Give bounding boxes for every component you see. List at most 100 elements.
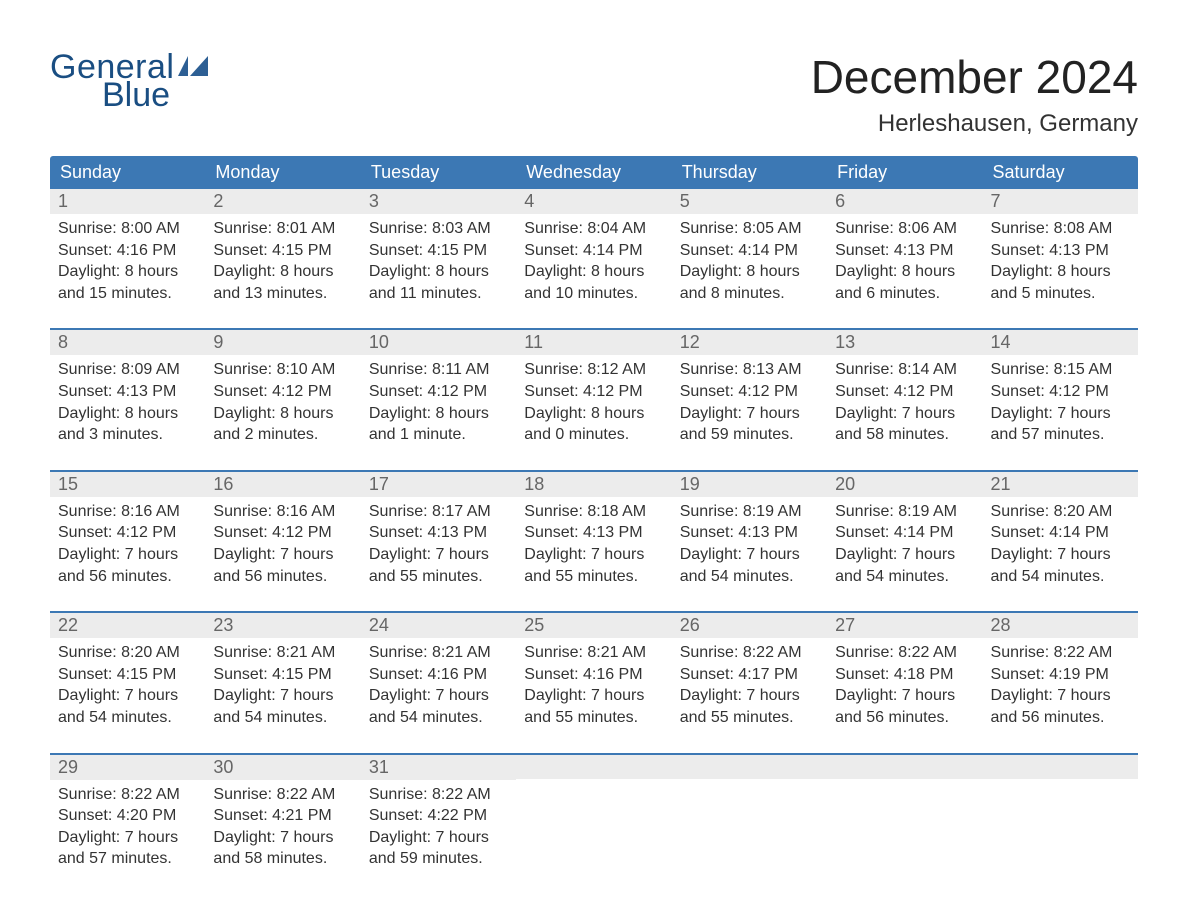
- calendar-day: 23Sunrise: 8:21 AMSunset: 4:15 PMDayligh…: [205, 613, 360, 738]
- day-sunrise: Sunrise: 8:21 AM: [369, 642, 508, 664]
- dow-sunday: Sunday: [50, 156, 205, 189]
- day-number: 5: [672, 189, 827, 214]
- dow-monday: Monday: [205, 156, 360, 189]
- day-sunset: Sunset: 4:19 PM: [991, 664, 1130, 686]
- calendar-week: 15Sunrise: 8:16 AMSunset: 4:12 PMDayligh…: [50, 470, 1138, 597]
- day-sunset: Sunset: 4:15 PM: [213, 240, 352, 262]
- day-number: 4: [516, 189, 671, 214]
- day-sunrise: Sunrise: 8:03 AM: [369, 218, 508, 240]
- day-number: 6: [827, 189, 982, 214]
- days-of-week-header: Sunday Monday Tuesday Wednesday Thursday…: [50, 156, 1138, 189]
- day-sunrise: Sunrise: 8:10 AM: [213, 359, 352, 381]
- brand-logo: General Blue: [50, 50, 208, 112]
- day-dl1: Daylight: 8 hours: [524, 261, 663, 283]
- day-sunset: Sunset: 4:14 PM: [524, 240, 663, 262]
- page: General Blue December 2024 Herleshausen,…: [0, 0, 1188, 920]
- day-dl1: Daylight: 7 hours: [213, 685, 352, 707]
- day-details: Sunrise: 8:21 AMSunset: 4:16 PMDaylight:…: [361, 638, 516, 728]
- calendar-day: 30Sunrise: 8:22 AMSunset: 4:21 PMDayligh…: [205, 755, 360, 880]
- day-dl1: Daylight: 8 hours: [369, 403, 508, 425]
- day-sunset: Sunset: 4:12 PM: [369, 381, 508, 403]
- day-number: 30: [205, 755, 360, 780]
- day-dl2: and 6 minutes.: [835, 283, 974, 305]
- day-dl1: Daylight: 8 hours: [835, 261, 974, 283]
- day-dl1: Daylight: 7 hours: [991, 544, 1130, 566]
- day-dl2: and 0 minutes.: [524, 424, 663, 446]
- day-sunrise: Sunrise: 8:06 AM: [835, 218, 974, 240]
- day-dl2: and 55 minutes.: [680, 707, 819, 729]
- day-details: Sunrise: 8:12 AMSunset: 4:12 PMDaylight:…: [516, 355, 671, 445]
- day-sunset: Sunset: 4:13 PM: [680, 522, 819, 544]
- calendar-day: 20Sunrise: 8:19 AMSunset: 4:14 PMDayligh…: [827, 472, 982, 597]
- dow-wednesday: Wednesday: [516, 156, 671, 189]
- calendar-day-empty: [983, 755, 1138, 880]
- day-sunrise: Sunrise: 8:11 AM: [369, 359, 508, 381]
- day-sunrise: Sunrise: 8:18 AM: [524, 501, 663, 523]
- day-number: [672, 755, 827, 779]
- day-details: Sunrise: 8:22 AMSunset: 4:18 PMDaylight:…: [827, 638, 982, 728]
- day-dl1: Daylight: 7 hours: [835, 403, 974, 425]
- day-details: Sunrise: 8:18 AMSunset: 4:13 PMDaylight:…: [516, 497, 671, 587]
- calendar-week: 29Sunrise: 8:22 AMSunset: 4:20 PMDayligh…: [50, 753, 1138, 880]
- day-number: 18: [516, 472, 671, 497]
- day-sunset: Sunset: 4:22 PM: [369, 805, 508, 827]
- day-details: Sunrise: 8:22 AMSunset: 4:20 PMDaylight:…: [50, 780, 205, 870]
- day-sunrise: Sunrise: 8:14 AM: [835, 359, 974, 381]
- day-number: 20: [827, 472, 982, 497]
- day-dl2: and 54 minutes.: [991, 566, 1130, 588]
- calendar-day: 3Sunrise: 8:03 AMSunset: 4:15 PMDaylight…: [361, 189, 516, 314]
- day-number: 14: [983, 330, 1138, 355]
- day-sunset: Sunset: 4:15 PM: [58, 664, 197, 686]
- calendar-day: 11Sunrise: 8:12 AMSunset: 4:12 PMDayligh…: [516, 330, 671, 455]
- day-sunrise: Sunrise: 8:21 AM: [213, 642, 352, 664]
- day-number: 12: [672, 330, 827, 355]
- day-sunset: Sunset: 4:12 PM: [835, 381, 974, 403]
- day-dl2: and 15 minutes.: [58, 283, 197, 305]
- day-details: Sunrise: 8:22 AMSunset: 4:21 PMDaylight:…: [205, 780, 360, 870]
- calendar-day: 31Sunrise: 8:22 AMSunset: 4:22 PMDayligh…: [361, 755, 516, 880]
- day-number: 29: [50, 755, 205, 780]
- day-number: 11: [516, 330, 671, 355]
- day-sunset: Sunset: 4:14 PM: [991, 522, 1130, 544]
- day-sunrise: Sunrise: 8:12 AM: [524, 359, 663, 381]
- day-number: 8: [50, 330, 205, 355]
- day-sunrise: Sunrise: 8:00 AM: [58, 218, 197, 240]
- day-number: 3: [361, 189, 516, 214]
- day-dl1: Daylight: 7 hours: [680, 544, 819, 566]
- page-title: December 2024: [811, 50, 1138, 104]
- day-dl2: and 2 minutes.: [213, 424, 352, 446]
- day-sunset: Sunset: 4:20 PM: [58, 805, 197, 827]
- day-details: Sunrise: 8:21 AMSunset: 4:16 PMDaylight:…: [516, 638, 671, 728]
- day-dl1: Daylight: 8 hours: [213, 261, 352, 283]
- day-details: Sunrise: 8:10 AMSunset: 4:12 PMDaylight:…: [205, 355, 360, 445]
- day-dl2: and 58 minutes.: [213, 848, 352, 870]
- day-dl2: and 54 minutes.: [213, 707, 352, 729]
- calendar-day: 7Sunrise: 8:08 AMSunset: 4:13 PMDaylight…: [983, 189, 1138, 314]
- day-details: Sunrise: 8:08 AMSunset: 4:13 PMDaylight:…: [983, 214, 1138, 304]
- calendar-day: 6Sunrise: 8:06 AMSunset: 4:13 PMDaylight…: [827, 189, 982, 314]
- day-details: Sunrise: 8:16 AMSunset: 4:12 PMDaylight:…: [50, 497, 205, 587]
- calendar-week: 8Sunrise: 8:09 AMSunset: 4:13 PMDaylight…: [50, 328, 1138, 455]
- day-sunset: Sunset: 4:18 PM: [835, 664, 974, 686]
- day-details: Sunrise: 8:22 AMSunset: 4:17 PMDaylight:…: [672, 638, 827, 728]
- day-sunset: Sunset: 4:12 PM: [58, 522, 197, 544]
- day-dl1: Daylight: 8 hours: [524, 403, 663, 425]
- day-sunset: Sunset: 4:14 PM: [835, 522, 974, 544]
- day-dl1: Daylight: 7 hours: [58, 544, 197, 566]
- day-number: 7: [983, 189, 1138, 214]
- day-sunrise: Sunrise: 8:16 AM: [58, 501, 197, 523]
- day-number: [983, 755, 1138, 779]
- day-dl1: Daylight: 8 hours: [213, 403, 352, 425]
- day-sunset: Sunset: 4:12 PM: [213, 522, 352, 544]
- day-dl1: Daylight: 7 hours: [213, 544, 352, 566]
- day-sunset: Sunset: 4:15 PM: [369, 240, 508, 262]
- day-dl1: Daylight: 7 hours: [369, 544, 508, 566]
- day-dl2: and 54 minutes.: [369, 707, 508, 729]
- calendar-day: 13Sunrise: 8:14 AMSunset: 4:12 PMDayligh…: [827, 330, 982, 455]
- day-number: 21: [983, 472, 1138, 497]
- day-details: Sunrise: 8:09 AMSunset: 4:13 PMDaylight:…: [50, 355, 205, 445]
- day-dl1: Daylight: 7 hours: [991, 403, 1130, 425]
- day-dl2: and 58 minutes.: [835, 424, 974, 446]
- day-sunrise: Sunrise: 8:19 AM: [835, 501, 974, 523]
- day-dl2: and 13 minutes.: [213, 283, 352, 305]
